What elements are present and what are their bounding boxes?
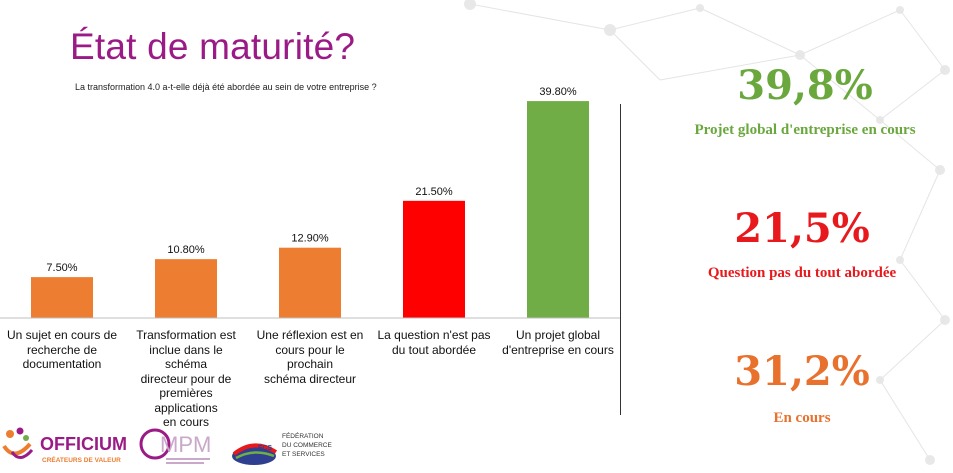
x-tick-label-1: Un sujet en cours de recherche de document… [6,328,118,371]
data-labels-layer: 7.50% 10.80% 12.90% 21.50% 39.80% [46,86,576,274]
vertical-divider [620,104,621,415]
data-label-1: 7.50% [46,262,77,274]
officium-wordmark: OFFICIUM [40,434,127,454]
mpm-logo: MPM [139,428,211,464]
data-label-3: 12.90% [291,233,329,245]
x-tick-label-2: Transformation est inclue dans le schéma d… [136,328,236,429]
fcs-wordmark: FCS [258,445,272,452]
data-label-4: 21.50% [415,186,453,198]
stat-value-in-progress: 31,2% [734,348,870,395]
stat-value-global-project: 39,8% [737,62,873,109]
bar-3 [279,247,341,318]
stat-label-in-progress: En cours [773,410,831,426]
bar-5 [527,101,589,318]
bar-2 [155,259,217,318]
slide-title: État de maturité? [70,26,356,67]
bars-layer [31,101,589,318]
stat-value-not-addressed: 21,5% [734,205,870,252]
federation-line-1: FÉDÉRATION [282,431,324,440]
bar-1 [31,277,93,318]
officium-logo: OFFICIUM CRÉATEURS DE VALEUR [2,427,127,464]
x-tick-label-4: La question n'est pas du tout abordée [377,328,491,357]
bar-4 [403,200,465,318]
mpm-wordmark: MPM [160,432,211,457]
federation-line-2: DU COMMERCE [282,442,332,449]
x-tick-label-5: Un projet global d'entreprise en cours [502,328,614,357]
fcs-logo: FCS FÉDÉRATION DU COMMERCE ET SERVICES [232,431,332,465]
federation-line-3: ET SERVICES [282,451,325,458]
chart-title: La transformation 4.0 a-t-elle déjà été … [75,82,377,92]
stat-label-global-project: Projet global d'entreprise en cours [694,122,916,138]
data-label-2: 10.80% [167,244,205,256]
data-label-5: 39.80% [539,86,577,98]
partner-logos: OFFICIUM CRÉATEURS DE VALEUR MPM FCS FÉD… [2,427,332,465]
officium-tagline: CRÉATEURS DE VALEUR [42,455,121,464]
stat-label-not-addressed: Question pas du tout abordée [707,265,897,281]
x-tick-label-3: Une réflexion est en cours pour le procha… [256,328,364,386]
